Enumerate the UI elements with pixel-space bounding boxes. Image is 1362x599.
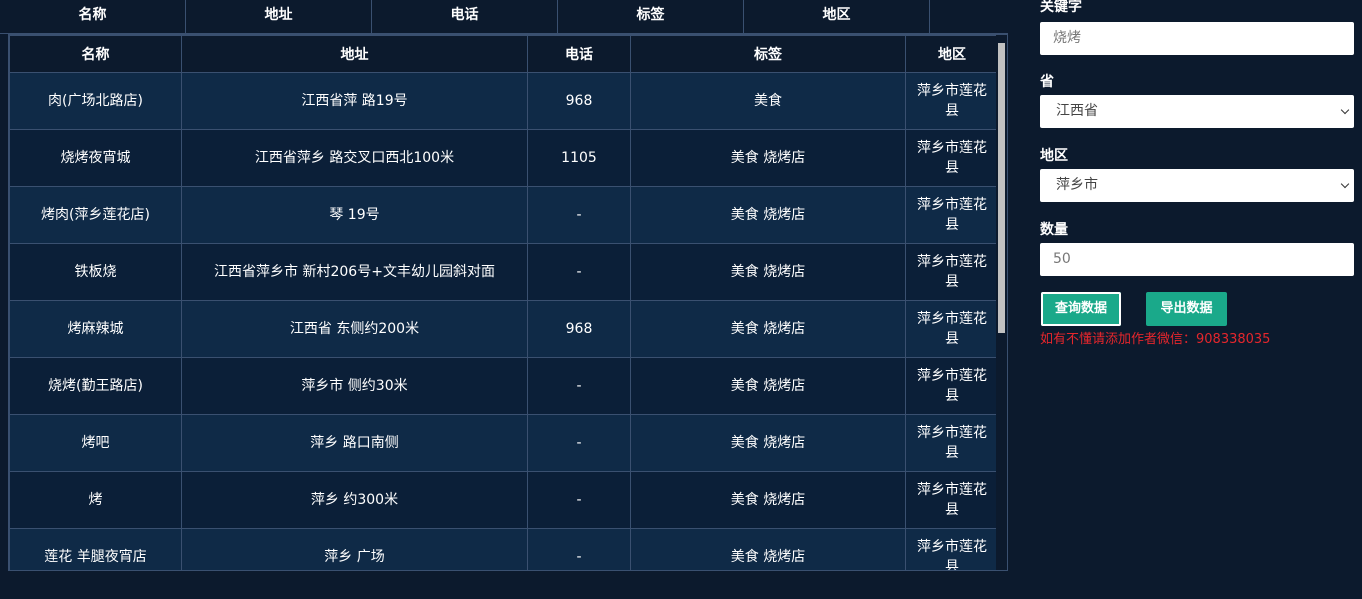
table-cell: 968 [527, 300, 631, 358]
table-cell: 肉(广场北路店) [9, 72, 182, 130]
table-cell: 968 [527, 72, 631, 130]
table-cell: 江西省 东侧约200米 [181, 300, 528, 358]
table-cell: - [527, 414, 631, 472]
table-container: 名称 地址 电话 标签 地区 肉(广场北路店) 江西省萍 路19号 968 美食 萍乡市莲花县烧… [8, 34, 1008, 571]
table-cell: 美食 烧烤店 [630, 186, 906, 244]
column-header[interactable]: 地址 [181, 35, 528, 73]
table-cell: 萍乡市莲花县 [905, 129, 999, 187]
table-cell: 1105 [527, 129, 631, 187]
table-body: 肉(广场北路店) 江西省萍 路19号 968 美食 萍乡市莲花县 烧烤夜宵城 江西省萍乡 路… [9, 72, 999, 570]
table-cell: 萍乡 路口南侧 [181, 414, 528, 472]
scrollbar[interactable] [996, 35, 1007, 570]
header-cell[interactable]: 地区 [744, 0, 930, 33]
table-row[interactable]: 肉(广场北路店) 江西省萍 路19号 968 美食 萍乡市莲花县 [9, 72, 999, 130]
table-cell: 美食 烧烤店 [630, 357, 906, 415]
table-cell: 萍乡市莲花县 [905, 357, 999, 415]
export-button[interactable]: 导出数据 [1146, 292, 1227, 326]
table-cell: 烤麻辣城 [9, 300, 182, 358]
table-cell: 烧烤夜宵城 [9, 129, 182, 187]
table-row[interactable]: 烤萍乡 约300米 - 美食 烧烤店 萍乡市莲花县 [9, 471, 999, 529]
province-label: 省 [1040, 74, 1054, 90]
province-select[interactable]: 江西省 [1040, 95, 1354, 128]
column-header[interactable]: 电话 [527, 35, 631, 73]
table-row[interactable]: 烤吧 萍乡 路口南侧 - 美食 烧烤店 萍乡市莲花县 [9, 414, 999, 472]
column-header[interactable]: 名称 [9, 35, 182, 73]
table-cell: 美食 烧烤店 [630, 471, 906, 529]
table-cell: 铁板烧 [9, 243, 182, 301]
column-header[interactable]: 地区 [905, 35, 999, 73]
table-cell: - [527, 243, 631, 301]
table-cell: - [527, 528, 631, 570]
table-cell: 江西省萍乡 路交叉口西北100米 [181, 129, 528, 187]
table-row[interactable]: 莲花 羊腿夜宵店 萍乡 广场 - 美食 烧烤店 萍乡市莲花县 [9, 528, 999, 570]
region-label: 地区 [1040, 148, 1068, 164]
table-cell: 烤 [9, 471, 182, 529]
scroll-thumb[interactable] [998, 43, 1005, 333]
sticky-header: 名称 地址 电话 标签 地区 [0, 0, 1008, 34]
table-row[interactable]: 烤麻辣城 江西省 东侧约200米 968 美食 烧烤店 萍乡市莲花县 [9, 300, 999, 358]
table-cell: - [527, 186, 631, 244]
table-cell: 萍乡 广场 [181, 528, 528, 570]
table-cell: 烧烤(勤王路店) [9, 357, 182, 415]
table-cell: 江西省萍 路19号 [181, 72, 528, 130]
header-cell[interactable]: 电话 [372, 0, 558, 33]
table-cell: 美食 烧烤店 [630, 129, 906, 187]
table-cell: 江西省萍乡市 新村206号+文丰幼儿园斜对面 [181, 243, 528, 301]
table-cell: 萍乡市莲花县 [905, 471, 999, 529]
table-cell: 萍乡 约300米 [181, 471, 528, 529]
table-cell: 美食 [630, 72, 906, 130]
result-table: 名称 地址 电话 标签 地区 肉(广场北路店) 江西省萍 路19号 968 美食 萍乡市莲花县烧… [9, 35, 999, 570]
header-row: 名称 地址 电话 标签 地区 [9, 35, 999, 73]
table-cell: 美食 烧烤店 [630, 243, 906, 301]
count-label: 数量 [1040, 222, 1068, 238]
table-cell: 萍乡市莲花县 [905, 414, 999, 472]
table-row[interactable]: 烧烤(勤王路店) 萍乡市 侧约30米 - 美食 烧烤店 萍乡市莲花县 [9, 357, 999, 415]
table-cell: 琴 19号 [181, 186, 528, 244]
region-select[interactable]: 萍乡市 [1040, 169, 1354, 202]
table-cell: 美食 烧烤店 [630, 528, 906, 570]
table-cell: 萍乡市莲花县 [905, 300, 999, 358]
table-cell: 烤肉(萍乡莲花店) [9, 186, 182, 244]
notice: 如有不懂请添加作者微信：908338035 [1040, 332, 1271, 347]
header-cell[interactable]: 名称 [0, 0, 186, 33]
table-row[interactable]: 烧烤夜宵城 江西省萍乡 路交叉口西北100米 1105 美食 烧烤店 萍乡市莲花县 [9, 129, 999, 187]
header-cell[interactable]: 地址 [186, 0, 372, 33]
table-cell: 萍乡市莲花县 [905, 243, 999, 301]
table-row[interactable]: 铁板烧 江西省萍乡市 新村206号+文丰幼儿园斜对面 - 美食 烧烤店 萍乡市莲花县 [9, 243, 999, 301]
table-cell: 萍乡市莲花县 [905, 72, 999, 130]
table-cell: 美食 烧烤店 [630, 300, 906, 358]
header-cell[interactable]: 标签 [558, 0, 744, 33]
count-input[interactable]: 50 [1040, 243, 1354, 276]
keyword-input[interactable]: 烧烤 [1040, 22, 1354, 55]
table-cell: 烤吧 [9, 414, 182, 472]
table-cell: - [527, 471, 631, 529]
table-cell: - [527, 357, 631, 415]
query-button[interactable]: 查询数据 [1041, 292, 1121, 326]
table-cell: 萍乡市莲花县 [905, 528, 999, 570]
column-header[interactable]: 标签 [630, 35, 906, 73]
table-cell: 萍乡市 侧约30米 [181, 357, 528, 415]
keyword-label: 关键字 [1040, 0, 1082, 15]
table-row[interactable]: 烤肉(萍乡莲花店) 琴 19号 - 美食 烧烤店 萍乡市莲花县 [9, 186, 999, 244]
table-cell: 莲花 羊腿夜宵店 [9, 528, 182, 570]
table-cell: 萍乡市莲花县 [905, 186, 999, 244]
table-cell: 美食 烧烤店 [630, 414, 906, 472]
